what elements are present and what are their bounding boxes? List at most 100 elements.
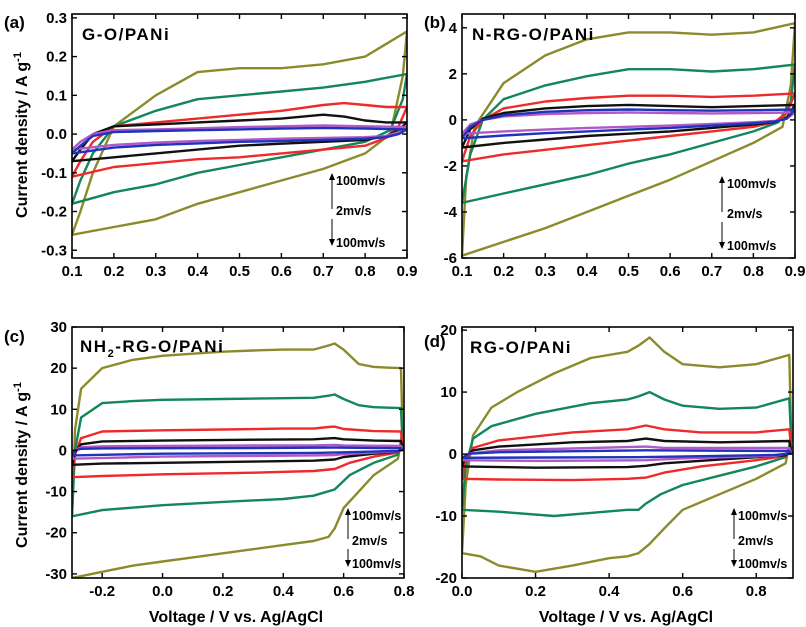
- y-tick-label: 0.0: [46, 126, 67, 143]
- x-tick-label: 0.9: [785, 263, 806, 280]
- scan-rate-label: 2mv/s: [738, 534, 773, 548]
- panel-a: 0.1 0.2 0.3 0.4 0.5 0.6 0.7 0.8 0.9 -0.3 -0.2 -0.1 0…: [4, 10, 417, 280]
- panel-c: -0.2 0.0 0.2 0.4 0.6 0.8 -30 -20 -10 0 10 20 30 (c) NH…: [4, 319, 414, 600]
- curve-group: [72, 342, 404, 578]
- x-tick-label: 0.4: [273, 583, 295, 600]
- panel-tag: (b): [424, 13, 446, 32]
- y-tick-label: -30: [45, 566, 67, 583]
- y-axis-title-superscript: -1: [12, 382, 24, 392]
- x-tick-label: 0.8: [743, 263, 764, 280]
- scan-rate-label: 100mv/s: [336, 236, 385, 250]
- y-axis-title-text: Current density / A g: [14, 392, 31, 548]
- y-tick-label: 10: [50, 401, 67, 418]
- cv-curve-6: [462, 108, 795, 140]
- y-tick-label: -0.1: [41, 165, 67, 182]
- scan-rate-label: 100mv/s: [336, 174, 385, 188]
- svg-text:Current density / A g-1: Current density / A g-1: [12, 52, 31, 218]
- y-tick-label: 20: [440, 322, 457, 339]
- y-tick-label: -6: [444, 250, 457, 267]
- cv-curve-3: [72, 101, 407, 178]
- y-tick-label: 30: [50, 319, 67, 336]
- cv-curve-3: [462, 92, 795, 163]
- y-tick-label: -10: [435, 508, 457, 525]
- scan-rate-label: 2mv/s: [336, 204, 371, 218]
- y-axis-title-text: Current density / A g: [14, 62, 31, 218]
- panel-title: NH2-RG-O/PANi: [80, 337, 224, 360]
- scan-arrowhead-up: [719, 176, 725, 183]
- x-tick-label: 0.6: [333, 583, 354, 600]
- x-tick-label: 0.2: [525, 583, 546, 600]
- panel-b: 0.1 0.2 0.3 0.4 0.5 0.6 0.7 0.8 0.9 -6 -4 -2 0 2 4(b) N…: [424, 13, 805, 280]
- x-tick-label: 0.7: [313, 263, 334, 280]
- cv-curve-5: [462, 445, 793, 463]
- x-tick-label: 0.6: [271, 263, 292, 280]
- scan-rate-label: 2mv/s: [727, 207, 762, 221]
- cv-curve-2: [462, 63, 795, 204]
- scan-arrowhead-up: [329, 173, 335, 180]
- x-tick-label: 0.1: [62, 263, 83, 280]
- y-tick-label: 0: [59, 442, 67, 459]
- scan-arrowhead-down: [345, 560, 351, 567]
- cv-curve-4: [72, 113, 407, 163]
- cv-curve-5: [72, 124, 407, 151]
- cv-curve-1: [72, 30, 407, 236]
- panel-title: N-RG-O/PANi: [472, 25, 595, 44]
- cv-curve-2: [462, 390, 793, 518]
- scan-arrowhead-down: [719, 242, 725, 249]
- cv-curve-6: [72, 446, 404, 457]
- y-axis-title-top: Current density / A g-1: [12, 52, 31, 218]
- y-tick-label: -10: [45, 484, 67, 501]
- y-tick-label: -0.3: [41, 242, 67, 259]
- x-tick-label: 0.0: [152, 583, 173, 600]
- x-tick-label: 0.6: [672, 583, 693, 600]
- y-tick-label: 0.2: [46, 49, 67, 66]
- y-tick-label: 0.3: [46, 10, 67, 27]
- scan-arrowhead-down: [731, 560, 737, 567]
- y-tick-label: -20: [45, 525, 67, 542]
- y-axis-title-superscript: -1: [12, 52, 24, 62]
- scan-arrowhead-down: [329, 239, 335, 246]
- y-tick-label: -4: [444, 204, 458, 221]
- panel-tag: (a): [4, 13, 25, 32]
- cv-curve-3: [72, 425, 404, 479]
- cv-curve-4: [72, 436, 404, 466]
- scan-arrowhead-up: [731, 508, 737, 515]
- cv-curve-2: [72, 393, 404, 518]
- y-tick-label: 0.1: [46, 87, 67, 104]
- x-tick-label: 0.5: [229, 263, 250, 280]
- x-tick-label: 0.0: [452, 583, 473, 600]
- x-tick-label: 0.4: [576, 263, 598, 280]
- cv-curve-5: [462, 111, 795, 135]
- x-axis-title-left: Voltage / V vs. Ag/AgCl: [149, 609, 323, 626]
- cv-curve-6: [72, 126, 407, 155]
- scan-rate-label: 100mv/s: [727, 177, 776, 191]
- x-tick-label: 0.8: [394, 583, 415, 600]
- scan-rate-label: 2mv/s: [352, 534, 387, 548]
- x-tick-label: 0.6: [660, 263, 681, 280]
- x-tick-label: 0.4: [599, 583, 621, 600]
- panel-tag: (c): [4, 327, 25, 346]
- scan-rate-label: 100mv/s: [738, 557, 787, 571]
- cv-curve-1: [72, 342, 404, 578]
- x-tick-label: 0.2: [103, 263, 124, 280]
- x-tick-label: 0.9: [397, 263, 418, 280]
- cv-curve-5: [72, 443, 404, 460]
- scan-rate-label: 100mv/s: [352, 557, 401, 571]
- curve-group: [72, 30, 407, 236]
- x-tick-label: 0.5: [618, 263, 639, 280]
- x-tick-label: 0.4: [187, 263, 209, 280]
- x-axis-title-right: Voltage / V vs. Ag/AgCl: [539, 609, 713, 626]
- y-tick-label: -2: [444, 158, 457, 175]
- plot-frame: [71, 13, 408, 259]
- panel-title: RG-O/PANi: [470, 338, 572, 357]
- x-tick-label: 0.3: [535, 263, 556, 280]
- panel-d: 0.0 0.2 0.4 0.6 0.8 -20 -10 0 10 20(d) RG-O/PANi 10…: [424, 322, 794, 600]
- plot-frame: [461, 326, 794, 579]
- x-tick-label: 0.8: [355, 263, 376, 280]
- x-tick-label: 0.2: [493, 263, 514, 280]
- y-tick-label: -0.2: [41, 204, 67, 221]
- y-tick-label: 20: [50, 360, 67, 377]
- cv-curve-4: [462, 437, 793, 469]
- x-tick-label: 0.8: [746, 583, 767, 600]
